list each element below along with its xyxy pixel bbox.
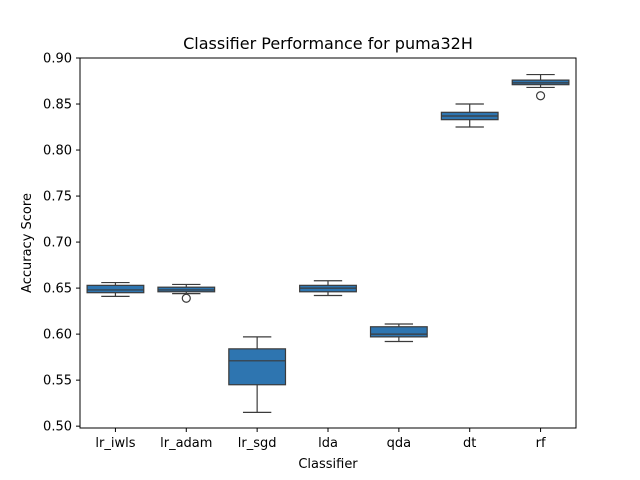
plot-area-frame: [79, 57, 577, 429]
iqr-box: [369, 326, 428, 338]
x-tick-label: lr_sgd: [238, 436, 277, 451]
x-axis-title: Classifier: [298, 457, 358, 472]
x-tick-label: dt: [463, 436, 476, 451]
outlier-point: [535, 91, 546, 101]
y-tick-label: 0.60: [43, 328, 72, 343]
y-tick-label: 0.55: [43, 374, 72, 389]
box-lda: [299, 280, 357, 297]
x-tick-label: lr_adam: [160, 436, 212, 451]
boxes-group: [86, 73, 570, 413]
box-rf: [511, 73, 570, 101]
x-tick-label: rf: [536, 436, 546, 451]
y-tick-label: 0.75: [43, 190, 72, 205]
y-axis: 0.50 0.55 0.60 0.65 0.70 0.75 0.80 0.85 0.90: [43, 52, 80, 435]
y-tick-label: 0.70: [43, 236, 72, 251]
box-lr_adam: [157, 283, 216, 303]
x-tick-label: qda: [387, 436, 411, 451]
outlier-point: [181, 293, 191, 303]
y-tick-label: 0.90: [43, 52, 72, 67]
iqr-box: [86, 284, 145, 294]
box-qda: [369, 323, 428, 343]
iqr-box: [228, 348, 287, 386]
x-tick-label: lda: [318, 436, 338, 451]
box-lr_sgd: [228, 336, 287, 413]
x-tick-label: lr_iwls: [95, 436, 135, 451]
y-tick-label: 0.80: [43, 144, 72, 159]
x-axis: lr_iwls lr_adam lr_sgd lda qda dt rf: [95, 428, 546, 451]
y-tick-label: 0.65: [43, 282, 72, 297]
box-dt: [440, 103, 499, 128]
y-tick-label: 0.50: [43, 420, 72, 435]
box-lr_iwls: [86, 281, 145, 297]
y-tick-label: 0.85: [43, 98, 72, 113]
y-axis-title: Accuracy Score: [20, 193, 35, 293]
chart-title: Classifier Performance for puma32H: [183, 34, 473, 53]
